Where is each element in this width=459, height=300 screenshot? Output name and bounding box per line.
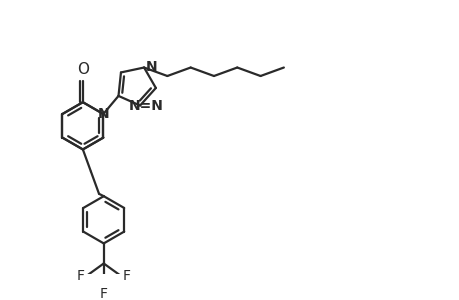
- Text: N: N: [146, 60, 157, 74]
- Text: N: N: [97, 107, 109, 121]
- Text: F: F: [122, 269, 130, 283]
- Text: N=N: N=N: [129, 99, 163, 112]
- Text: O: O: [77, 62, 89, 77]
- Text: F: F: [77, 269, 85, 283]
- Text: F: F: [100, 286, 107, 300]
